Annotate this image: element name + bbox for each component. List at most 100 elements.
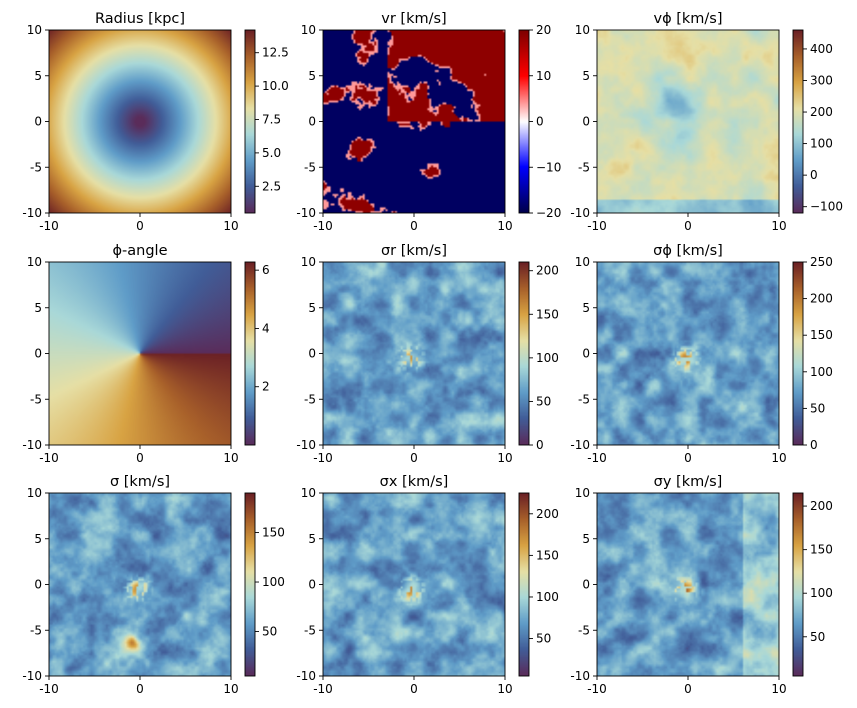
colorbar-tick-label: 150 — [810, 328, 833, 342]
colorbar-tick-label: 100 — [536, 590, 559, 604]
colorbar-tick-label: 50 — [810, 630, 825, 644]
colorbar-tick-label: 300 — [810, 73, 833, 87]
y-tick-label: 10 — [301, 255, 316, 269]
x-tick-label: 0 — [410, 219, 418, 233]
colorbar-tick-label: 0 — [810, 438, 818, 452]
y-tick-label: 0 — [582, 115, 590, 129]
colorbar-tick-label: 200 — [536, 507, 559, 521]
panel-title: vr [km/s] — [381, 11, 446, 27]
y-tick-label: -5 — [30, 160, 42, 174]
colorbar-tick-label: 0 — [536, 115, 544, 129]
x-tick-label: 10 — [497, 451, 512, 465]
heatmap-image — [49, 262, 231, 445]
x-tick-label: 10 — [771, 682, 786, 696]
y-tick-label: -5 — [304, 623, 316, 637]
x-tick-label: -10 — [313, 682, 333, 696]
colorbar-tick-label: 0 — [536, 438, 544, 452]
colorbar-frame — [792, 261, 804, 446]
x-tick-label: -10 — [39, 451, 59, 465]
y-tick-label: -5 — [304, 392, 316, 406]
y-tick-label: 5 — [34, 69, 42, 83]
y-tick-label: 10 — [27, 486, 42, 500]
colorbar-tick-label: 6 — [262, 263, 270, 277]
y-tick-label: 10 — [27, 23, 42, 37]
colorbar-tick-label: 10 — [536, 69, 551, 83]
y-tick-label: 10 — [301, 23, 316, 37]
y-tick-label: 5 — [582, 532, 590, 546]
y-tick-label: -10 — [570, 438, 590, 452]
colorbar-tick-label: 7.5 — [262, 112, 281, 126]
x-tick-label: -10 — [587, 219, 607, 233]
x-tick-label: 0 — [136, 682, 144, 696]
heatmap-image — [323, 30, 505, 213]
y-tick-label: -5 — [578, 623, 590, 637]
panel-title: Radius [kpc] — [95, 11, 185, 27]
colorbar-tick-label: 0 — [810, 168, 818, 182]
colorbar — [519, 262, 529, 445]
y-tick-label: 5 — [34, 532, 42, 546]
colorbar-frame — [792, 492, 804, 677]
x-tick-label: -10 — [587, 682, 607, 696]
y-tick-label: -5 — [30, 623, 42, 637]
colorbar-tick-label: 2 — [262, 380, 270, 394]
y-tick-label: -10 — [296, 669, 316, 683]
y-tick-label: 0 — [34, 578, 42, 592]
y-tick-label: 0 — [34, 347, 42, 361]
y-tick-label: 10 — [27, 255, 42, 269]
y-tick-label: -10 — [570, 669, 590, 683]
x-tick-label: 10 — [223, 219, 238, 233]
colorbar-tick-label: 400 — [810, 42, 833, 56]
colorbar-tick-label: 100 — [810, 586, 833, 600]
y-tick-label: 5 — [308, 532, 316, 546]
y-tick-label: 10 — [575, 23, 590, 37]
y-tick-label: -10 — [22, 206, 42, 220]
colorbar — [519, 493, 529, 676]
heatmap-image — [323, 262, 505, 445]
colorbar-tick-label: 20 — [536, 23, 551, 37]
y-tick-label: -10 — [296, 206, 316, 220]
y-tick-label: 0 — [308, 578, 316, 592]
colorbar-tick-label: 4 — [262, 321, 270, 335]
y-tick-label: 0 — [34, 115, 42, 129]
colorbar-frame — [792, 29, 804, 214]
colorbar-tick-label: 5.0 — [262, 146, 281, 160]
y-tick-label: 10 — [301, 486, 316, 500]
colorbar-tick-label: −20 — [536, 206, 561, 220]
y-tick-label: -5 — [578, 160, 590, 174]
colorbar-tick-label: 50 — [810, 401, 825, 415]
x-tick-label: 0 — [410, 682, 418, 696]
heatmap-image — [323, 493, 505, 676]
colorbar-tick-label: −100 — [810, 200, 843, 214]
colorbar-tick-label: −10 — [536, 160, 561, 174]
x-tick-label: 10 — [771, 219, 786, 233]
y-tick-label: 0 — [582, 347, 590, 361]
colorbar-tick-label: 200 — [810, 499, 833, 513]
colorbar-tick-label: 100 — [536, 351, 559, 365]
colorbar-tick-label: 100 — [810, 137, 833, 151]
x-tick-label: -10 — [39, 682, 59, 696]
heatmap-image — [49, 30, 231, 213]
x-tick-label: 10 — [497, 682, 512, 696]
panel-title: vϕ [km/s] — [653, 11, 722, 27]
y-tick-label: -10 — [296, 438, 316, 452]
colorbar-tick-label: 12.5 — [262, 46, 289, 60]
colorbar — [793, 30, 803, 213]
colorbar-frame — [518, 261, 530, 446]
y-tick-label: -10 — [22, 669, 42, 683]
panel-vr: vr [km/s] -10 0 10 10 5 0 -5 -10 −20 −10 0 10 20 — [296, 11, 561, 233]
colorbar-tick-label: 100 — [262, 575, 285, 589]
colorbar-tick-label: 200 — [536, 264, 559, 278]
colorbar-frame — [244, 29, 256, 214]
y-tick-label: 5 — [582, 301, 590, 315]
panel-title: σr [km/s] — [381, 243, 447, 259]
x-tick-label: 10 — [223, 451, 238, 465]
y-tick-label: 10 — [575, 486, 590, 500]
y-tick-label: -5 — [578, 392, 590, 406]
y-tick-label: 10 — [575, 255, 590, 269]
y-tick-label: 5 — [308, 301, 316, 315]
